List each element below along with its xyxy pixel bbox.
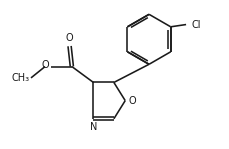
Text: N: N bbox=[89, 122, 97, 132]
Text: Cl: Cl bbox=[190, 20, 200, 30]
Text: O: O bbox=[65, 33, 73, 43]
Text: O: O bbox=[128, 96, 136, 106]
Text: O: O bbox=[41, 60, 49, 70]
Text: CH₃: CH₃ bbox=[12, 73, 30, 83]
